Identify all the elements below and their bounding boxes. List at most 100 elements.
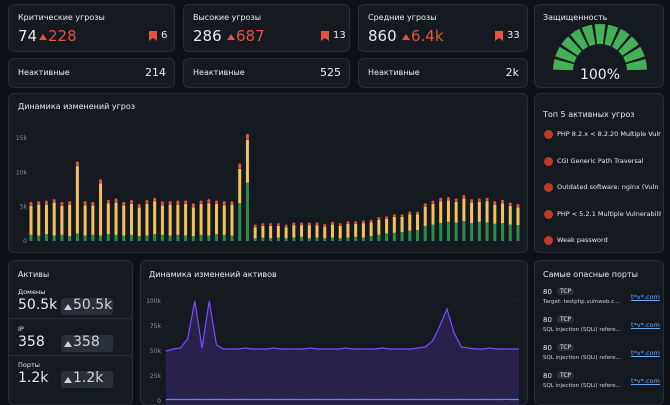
stat-card: Средние угрозы 860 6.4k 33 (358, 4, 528, 52)
flag-icon (495, 31, 503, 41)
bar-segment (130, 235, 133, 241)
gauge-segment (577, 38, 584, 43)
bar-segment (30, 206, 33, 235)
bar-segment (115, 235, 118, 241)
asset-label: Домены (18, 288, 45, 296)
bar-segment (200, 200, 203, 203)
threat-delta: 228 (48, 27, 77, 45)
bar-segment (192, 207, 195, 236)
bar-segment (493, 224, 496, 241)
bar-segment (431, 204, 434, 225)
threat-icon (544, 210, 553, 219)
bar-segment (107, 200, 110, 203)
port-host[interactable]: t*v*.com (631, 349, 660, 357)
bar-segment (501, 200, 504, 203)
bar-segment (285, 227, 288, 238)
port-host[interactable]: t*v*.com (631, 293, 660, 301)
bar-segment (261, 223, 264, 226)
bar-segment (238, 169, 241, 203)
port-number: 80 (543, 316, 552, 324)
bar-segment (176, 205, 179, 235)
bar-segment (60, 235, 63, 241)
protection-card: Защищенность 100% (534, 4, 664, 88)
bar-segment (99, 183, 102, 235)
bar-segment (84, 236, 87, 241)
gauge-segment (632, 52, 635, 60)
port-host[interactable]: t*v*.com (631, 321, 660, 329)
asset-value: 1.2k (18, 370, 48, 386)
bar-segment (145, 236, 148, 241)
bar-segment (393, 214, 396, 217)
bar-segment (323, 224, 326, 227)
port-desc: SQL injection (SQLi) refere... (543, 327, 621, 333)
bar-segment (53, 199, 56, 202)
bar-segment (138, 204, 141, 207)
threat-name: PHP 8.2.x < 8.2.20 Multiple Vuln (557, 130, 661, 138)
bar-segment (292, 238, 295, 241)
bar-segment (377, 220, 380, 235)
up-icon (402, 33, 410, 41)
bar-segment (308, 225, 311, 238)
port-host[interactable]: t*v*.com (631, 377, 660, 385)
bar-segment (455, 198, 458, 201)
bar-segment (292, 222, 295, 225)
bar-segment (246, 183, 249, 241)
bar-segment (53, 203, 56, 236)
bar-segment (215, 200, 218, 203)
bar-segment (509, 206, 512, 225)
bar-segment (60, 206, 63, 235)
bar-segment (145, 204, 148, 236)
panel-title: Активы (18, 270, 49, 279)
bar-segment (254, 225, 257, 228)
bar-segment (462, 195, 465, 198)
gauge-segment (586, 35, 594, 37)
bar-segment (53, 236, 56, 241)
bar-segment (300, 222, 303, 225)
bar-segment (230, 201, 233, 204)
bar-segment (99, 179, 102, 183)
bar-segment (285, 238, 288, 241)
bar-segment (91, 202, 94, 205)
bar-segment (470, 203, 473, 224)
triangle (64, 341, 72, 347)
gauge-segment (606, 35, 614, 37)
bar-segment (99, 236, 102, 241)
bar-segment (246, 134, 249, 140)
bar-segment (45, 205, 48, 235)
bar-segment (130, 200, 133, 204)
bar-segment (254, 227, 257, 238)
bar-segment (184, 236, 187, 241)
bar-segment (493, 201, 496, 204)
bar-segment (37, 236, 40, 241)
port-proto: TCP (557, 344, 574, 351)
bar-segment (331, 222, 334, 225)
threat-icon (544, 130, 553, 139)
bar-segment (37, 201, 40, 204)
bar-segment (416, 214, 419, 230)
bar-segment (277, 238, 280, 241)
bar-segment (269, 238, 272, 241)
inactive-card: Неактивные 525 (183, 58, 350, 88)
bar-segment (169, 205, 172, 236)
y-tick-label: 50k (150, 348, 162, 355)
bar-segment (76, 166, 79, 233)
port-proto: TCP (557, 316, 574, 323)
bar-segment (138, 236, 141, 241)
bar-segment (416, 230, 419, 241)
bar-segment (292, 225, 295, 237)
bar-segment (223, 205, 226, 235)
bar-segment (230, 236, 233, 241)
triangle (64, 304, 72, 310)
bar-segment (362, 223, 365, 237)
bar-segment (45, 200, 48, 204)
bar-segment (84, 201, 87, 205)
bar-segment (401, 214, 404, 217)
flag-icon (321, 31, 329, 41)
bar-segment (153, 234, 156, 241)
bar-segment (138, 207, 141, 236)
bar-segment (331, 238, 334, 241)
